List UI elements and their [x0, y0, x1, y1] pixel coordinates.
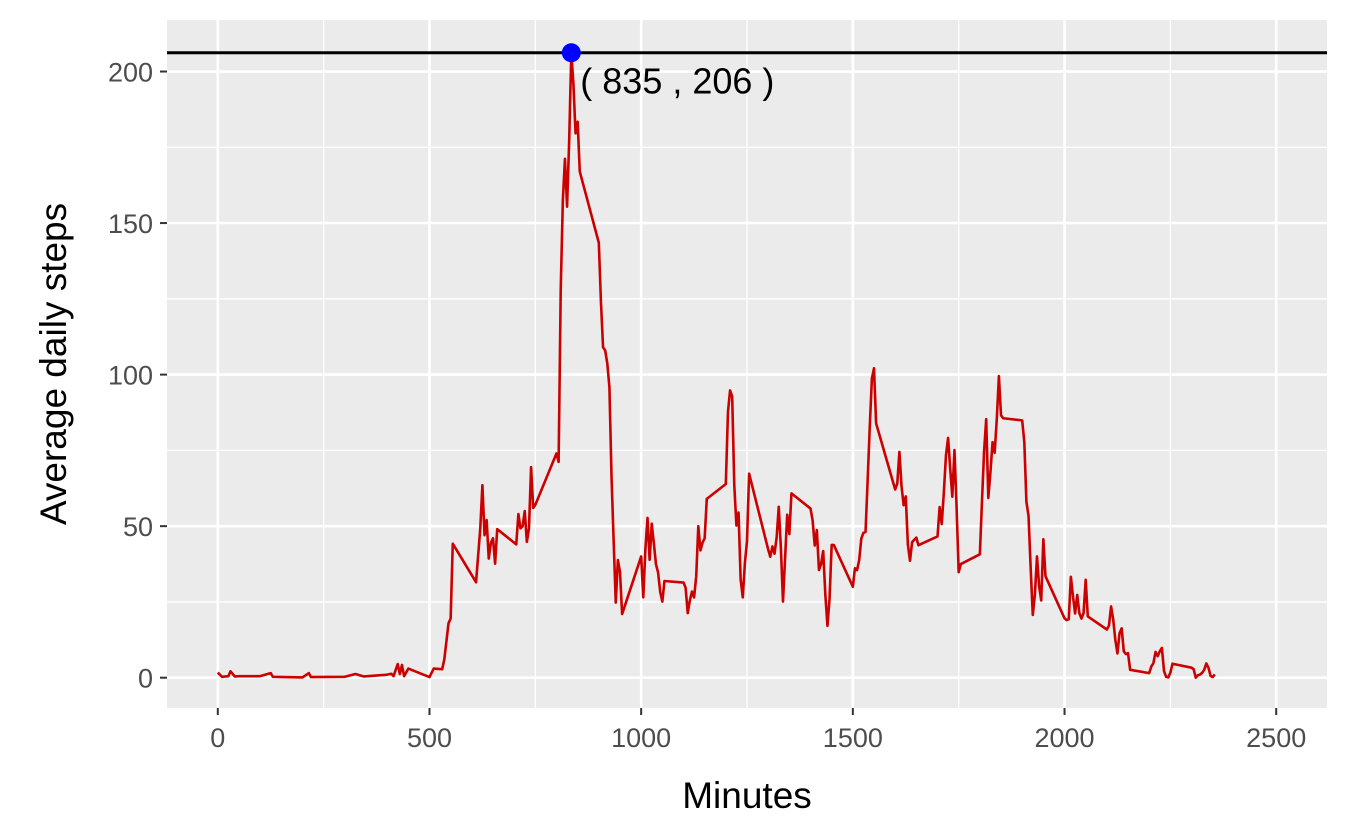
y-axis-ticks: 0 50 100 150 200 [108, 58, 167, 694]
x-axis-ticks: 0 500 1000 1500 2000 2500 [210, 708, 1306, 753]
x-tick-label: 0 [210, 723, 225, 753]
y-tick-label: 0 [138, 664, 153, 694]
y-axis-title: Average daily steps [33, 203, 74, 525]
max-point-label: ( 835 , 206 ) [580, 61, 774, 102]
series-line-0 [216, 51, 1216, 679]
y-tick-label: 200 [108, 58, 153, 88]
x-tick-label: 1000 [611, 723, 671, 753]
major-gridlines [167, 20, 1327, 708]
y-tick-label: 100 [108, 361, 153, 391]
max-point-marker [561, 43, 581, 63]
series-layer [216, 51, 1216, 679]
x-tick-label: 1500 [823, 723, 883, 753]
y-tick-label: 150 [108, 209, 153, 239]
x-axis-title: Minutes [682, 775, 812, 816]
highlight-layer: ( 835 , 206 ) [561, 43, 774, 102]
minor-gridlines [167, 20, 1327, 708]
x-tick-label: 2500 [1246, 723, 1306, 753]
x-tick-label: 2000 [1034, 723, 1094, 753]
x-tick-label: 500 [407, 723, 452, 753]
y-tick-label: 50 [123, 512, 153, 542]
